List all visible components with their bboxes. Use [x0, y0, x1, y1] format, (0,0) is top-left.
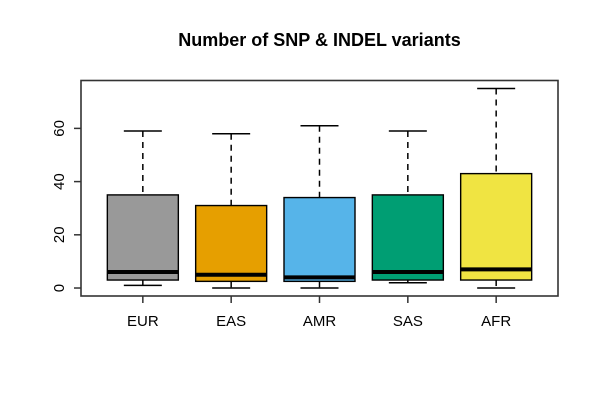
- x-tick-label: AMR: [303, 313, 337, 330]
- x-tick-label: EUR: [127, 313, 159, 330]
- y-tick-label: 40: [51, 173, 68, 190]
- box-afr: [459, 172, 533, 281]
- y-tick-label: 20: [51, 226, 68, 243]
- x-tick-label: AFR: [481, 313, 511, 330]
- box-sas: [371, 194, 445, 281]
- box-eas: [194, 204, 268, 283]
- box-amr: [283, 196, 356, 283]
- x-tick-label: EAS: [216, 313, 246, 330]
- box-eur: [106, 194, 180, 281]
- y-tick-label: 0: [51, 284, 68, 292]
- y-tick-label: 60: [51, 120, 68, 137]
- chart-title: Number of SNP & INDEL variants: [178, 30, 461, 50]
- x-tick-label: SAS: [393, 313, 423, 330]
